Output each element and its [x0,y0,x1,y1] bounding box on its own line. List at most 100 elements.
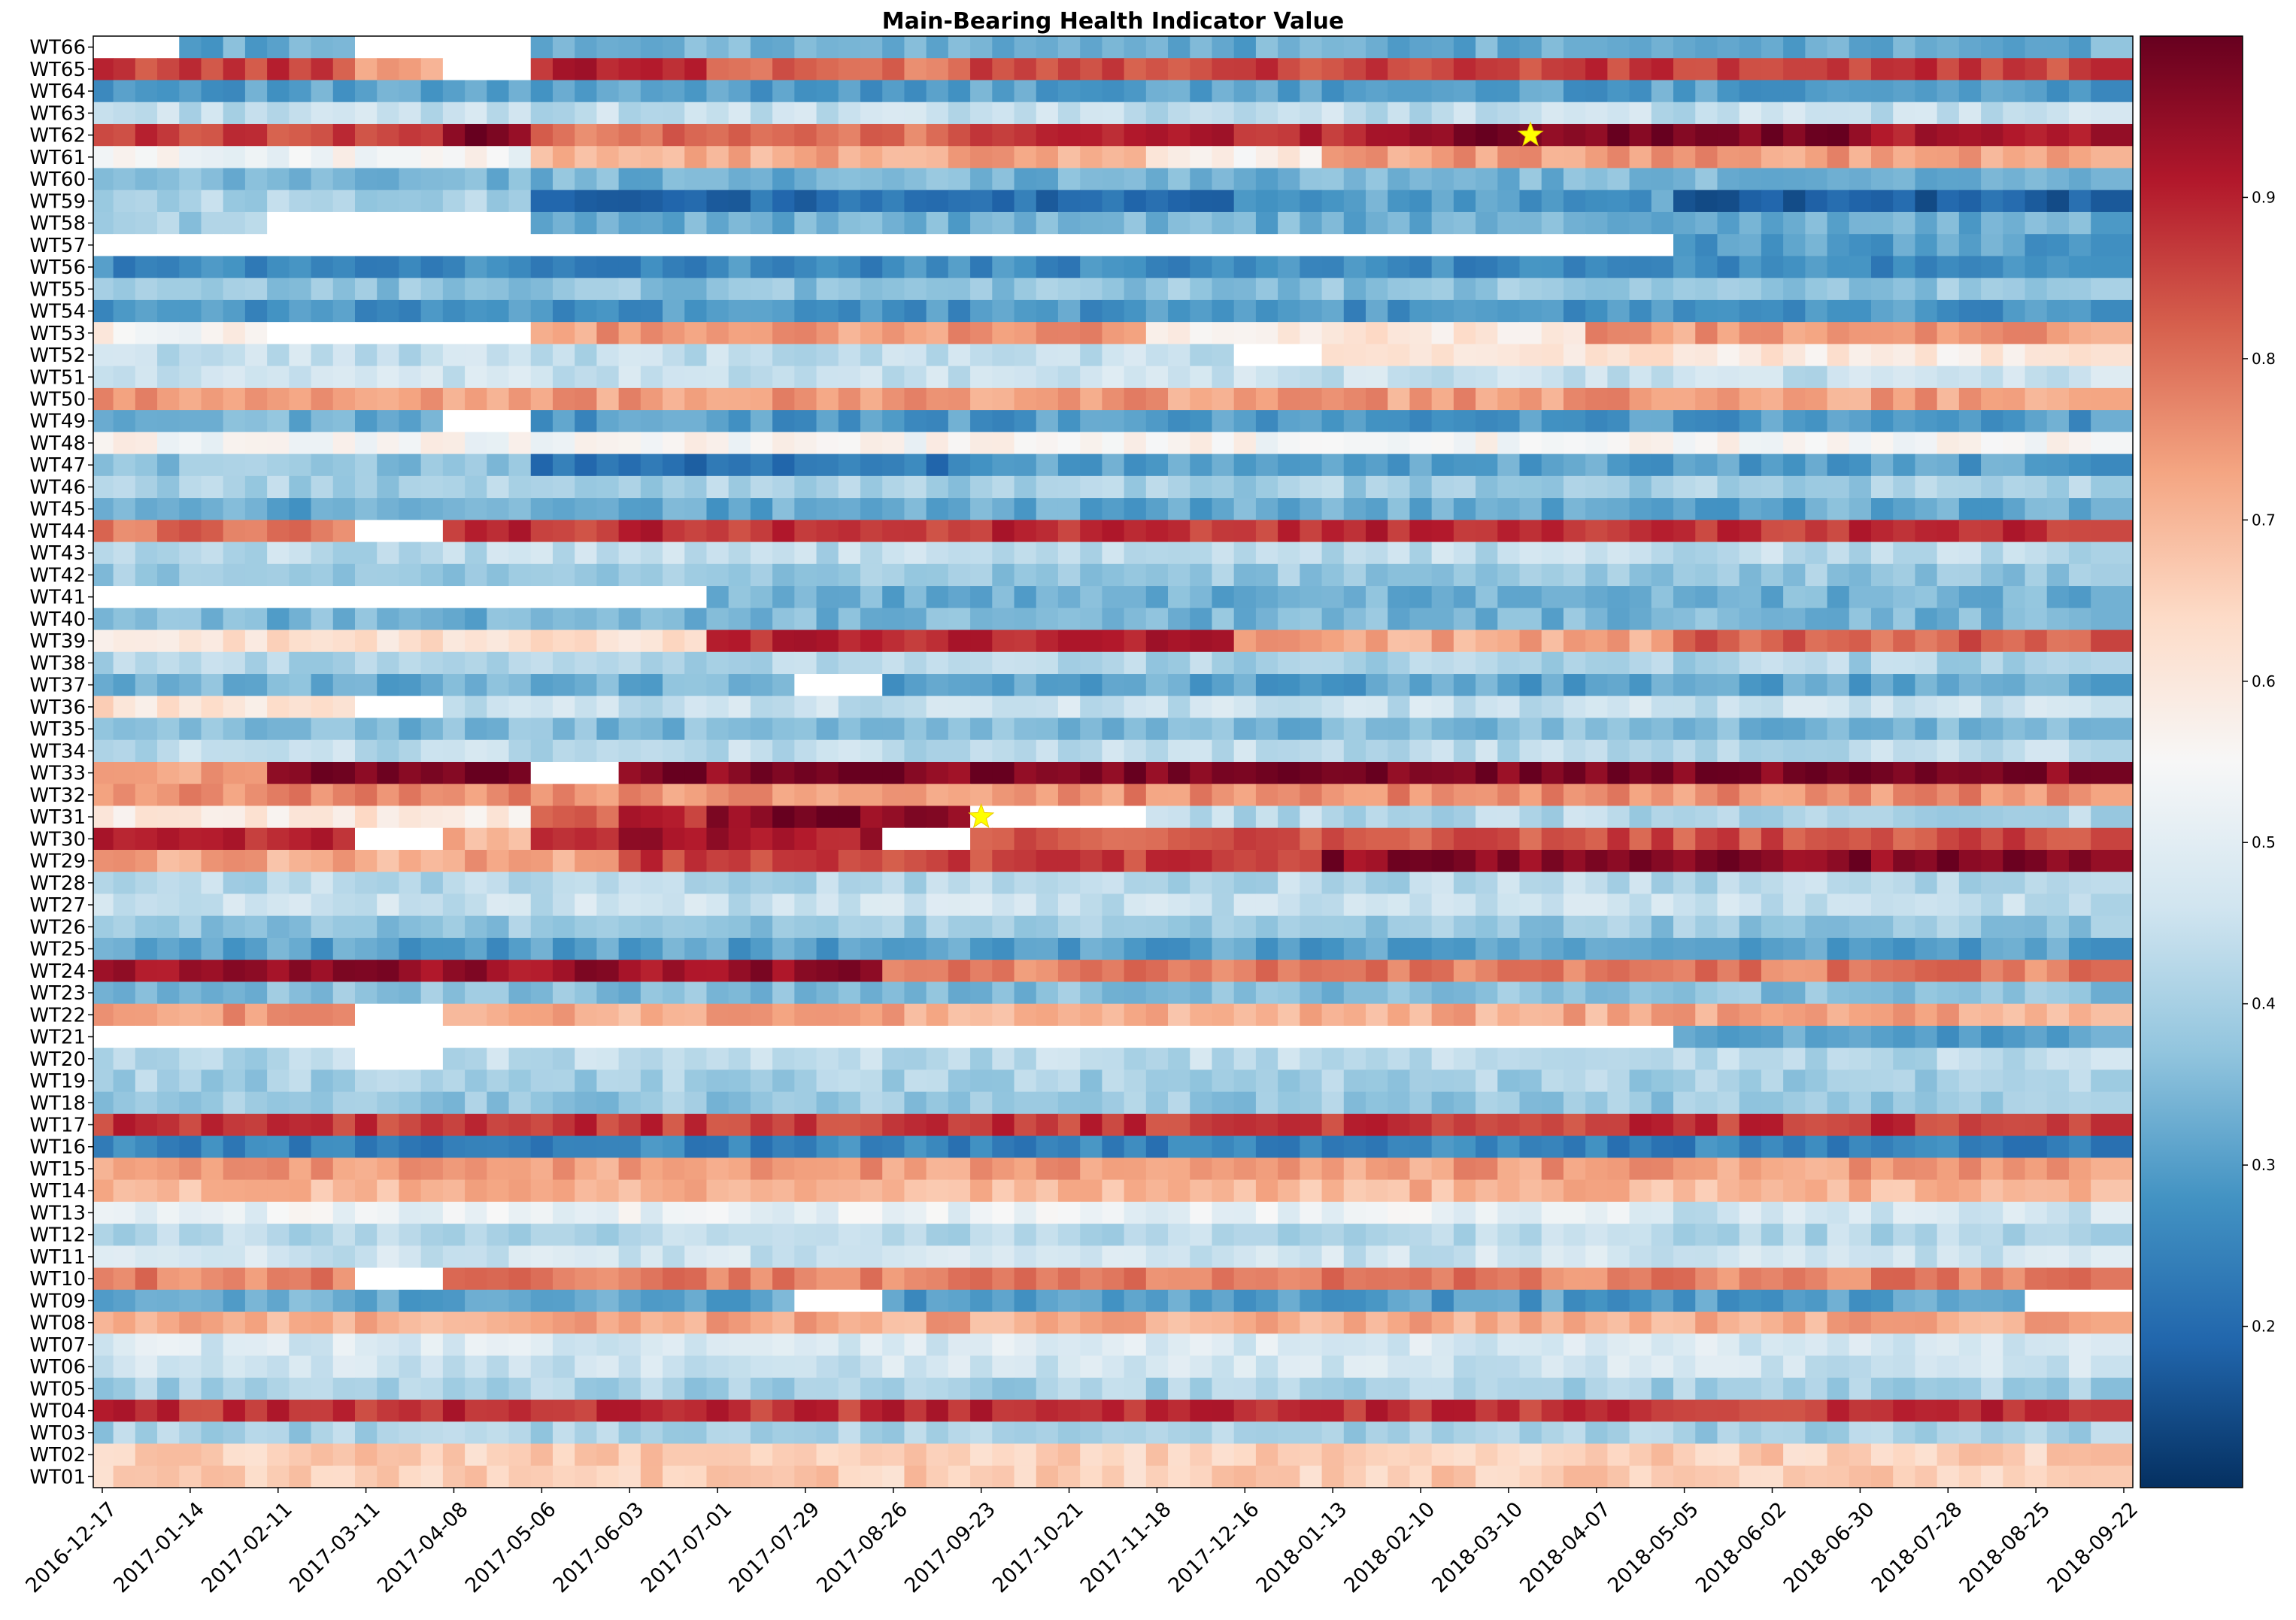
heatmap-cell [1168,1091,1190,1115]
heatmap-cell [2091,563,2134,587]
heatmap-cell [2025,146,2048,169]
heatmap-cell [1036,937,1059,960]
heatmap-cell [1388,827,1411,851]
heatmap-cell [1541,146,1564,169]
heatmap-cell [684,190,708,213]
heatmap-cell [201,1048,224,1070]
heatmap-cell [1805,36,1828,59]
heatmap-cell [157,498,180,520]
heatmap-cell [2025,299,2048,323]
heatmap-cell [1212,915,1235,939]
heatmap-cell [1255,872,1278,895]
heatmap-cell [1541,849,1564,872]
heatmap-cell [135,542,158,565]
heatmap-cell [794,739,817,763]
heatmap-cell [596,102,620,125]
heatmap-cell [860,454,883,477]
heatmap-cell [618,1224,641,1246]
heatmap-cell [1937,960,1960,983]
heatmap-cell [1761,1157,1784,1181]
heatmap-cell [1057,102,1081,125]
heatmap-cell [223,696,246,719]
heatmap-cell [1871,563,1894,587]
heatmap-cell [1761,58,1784,81]
heatmap-cell [750,168,773,191]
heatmap-cell [1607,432,1630,455]
heatmap-cell [684,1025,708,1048]
heatmap-cell [1388,784,1411,807]
heatmap-cell [1805,674,1828,696]
heatmap-cell [2068,784,2091,807]
heatmap-cell [465,915,487,939]
heatmap-cell [1871,344,1894,367]
heatmap-cell [1497,1179,1521,1203]
heatmap-cell [618,234,641,257]
heatmap-cell [113,608,136,631]
heatmap-cell [267,410,290,432]
heatmap-cell [992,410,1015,432]
heatmap-cell [1212,784,1235,807]
heatmap-cell [750,454,773,477]
heatmap-cell [1717,762,1740,784]
heatmap-cell [465,629,487,653]
heatmap-cell [1783,58,1806,81]
heatmap-cell [1036,762,1059,784]
heatmap-cell [663,322,685,344]
heatmap-cell [1827,1157,1850,1181]
heatmap-cell [1629,739,1652,763]
heatmap-cell [223,784,246,807]
heatmap-cell [1476,586,1498,608]
heatmap-cell [1717,1069,1740,1093]
heatmap-cell [201,937,224,960]
heatmap-cell [1278,960,1300,983]
heatmap-cell [93,1201,114,1224]
heatmap-cell [267,717,290,741]
heatmap-cell [772,849,795,872]
heatmap-cell [1827,498,1850,520]
heatmap-cell [1585,454,1608,477]
heatmap-cell [1607,1003,1630,1027]
heatmap-cell [640,344,663,367]
heatmap-cell [1607,937,1630,960]
heatmap-cell [1388,872,1411,895]
heatmap-cell [838,608,861,631]
heatmap-cell [1145,762,1169,784]
heatmap-cell [1673,344,1696,367]
heatmap-cell [1233,102,1257,125]
heatmap-cell [970,915,993,939]
heatmap-cell [442,1157,466,1181]
heatmap-cell [552,211,575,235]
heatmap-cell [113,1201,136,1224]
heatmap-cell [1783,696,1806,719]
heatmap-cell [1057,234,1081,257]
heatmap-cell [93,915,114,939]
heatmap-cell [377,123,400,147]
heatmap-cell [1388,1157,1411,1181]
heatmap-cell [663,1113,685,1136]
heatmap-cell [1212,739,1235,763]
heatmap-cell [838,784,861,807]
heatmap-cell [618,1179,641,1203]
heatmap-cell [1168,432,1190,455]
heatmap-cell [728,190,751,213]
heatmap-cell [1563,1113,1586,1136]
heatmap-cell [1102,1136,1125,1158]
heatmap-cell [926,872,949,895]
heatmap-cell [1102,872,1125,895]
heatmap-cell [289,937,312,960]
heatmap-cell [1300,717,1323,741]
heatmap-cell [728,981,751,1005]
heatmap-cell [399,58,422,81]
heatmap-cell [1695,190,1718,213]
heatmap-cell [530,542,554,565]
heatmap-cell [1431,960,1454,983]
heatmap-cell [332,981,356,1005]
heatmap-cell [1563,1157,1586,1181]
heatmap-cell [289,608,312,631]
heatmap-cell [1145,190,1169,213]
heatmap-cell [1255,322,1278,344]
heatmap-cell [1717,981,1740,1005]
heatmap-cell [794,278,817,301]
heatmap-cell [1519,498,1542,520]
heatmap-cell [1673,717,1696,741]
